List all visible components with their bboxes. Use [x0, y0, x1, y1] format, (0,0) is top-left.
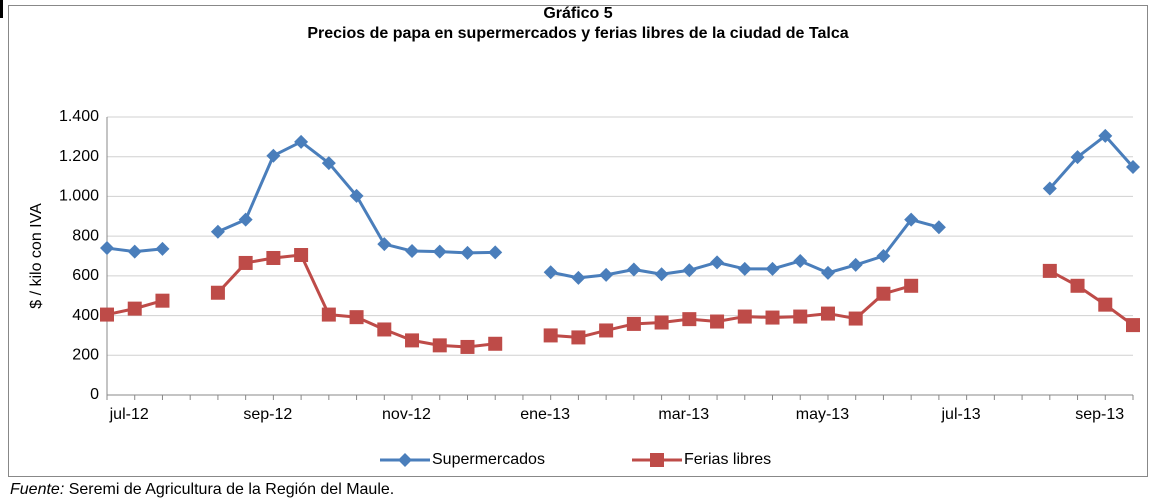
data-point: [765, 261, 780, 276]
data-point: [793, 309, 808, 324]
data-point: [654, 267, 669, 282]
y-tick-label: 1.200: [59, 148, 99, 165]
data-point: [1126, 318, 1140, 333]
data-point: [626, 262, 641, 277]
data-point: [266, 250, 281, 265]
data-point: [710, 255, 725, 270]
data-point: [238, 212, 253, 227]
data-point: [599, 267, 614, 282]
data-point: [654, 315, 669, 330]
data-point: [155, 241, 170, 256]
legend-marker: [650, 453, 664, 467]
source-label: Fuente:: [10, 481, 64, 498]
data-point: [349, 188, 364, 203]
data-point: [210, 224, 225, 239]
source-text: Seremi de Agricultura de la Región del M…: [64, 481, 394, 498]
data-point: [931, 220, 946, 235]
x-tick-label: nov-12: [382, 406, 431, 423]
data-point: [571, 270, 586, 285]
data-point: [349, 310, 364, 325]
chart-subtitle: Precios de papa en supermercados y feria…: [307, 25, 848, 42]
data-point: [1070, 150, 1085, 165]
data-point: [876, 249, 891, 263]
data-point: [460, 339, 475, 354]
data-point: [1098, 128, 1113, 143]
data-point: [432, 244, 447, 259]
data-point: [1126, 160, 1140, 175]
chart-frame: [8, 5, 1148, 477]
data-point: [432, 338, 447, 353]
data-point: [210, 285, 225, 300]
data-point: [127, 244, 142, 259]
y-tick-label: 1.000: [59, 188, 99, 205]
data-point: [682, 312, 697, 327]
data-point: [488, 336, 503, 351]
data-point: [820, 306, 835, 321]
data-point: [266, 148, 281, 163]
y-tick-label: 600: [72, 267, 99, 284]
data-point: [1042, 263, 1057, 278]
y-tick-label: 0: [90, 386, 99, 403]
data-point: [294, 248, 309, 263]
data-point: [571, 330, 586, 345]
data-point: [543, 265, 558, 280]
data-point: [460, 245, 475, 260]
data-point: [1098, 297, 1113, 312]
x-tick-label: may-13: [796, 406, 849, 423]
data-point: [626, 316, 641, 331]
x-tick-label: jul-12: [109, 406, 149, 423]
data-point: [100, 307, 114, 322]
data-point: [488, 245, 503, 260]
data-point: [737, 261, 752, 276]
data-point: [294, 134, 309, 149]
legend-label: Supermercados: [432, 451, 545, 468]
y-axis-label: $ / kilo con IVA: [28, 203, 45, 309]
y-tick-label: 200: [72, 347, 99, 364]
series-line: [106, 253, 1134, 349]
legend-marker: [398, 453, 412, 467]
data-point: [1042, 181, 1057, 196]
data-point: [155, 293, 170, 308]
data-point: [377, 322, 392, 337]
data-point: [405, 244, 420, 259]
data-point: [765, 310, 780, 325]
data-point: [321, 156, 336, 171]
data-point: [710, 314, 725, 329]
x-tick-label: sep-12: [243, 406, 292, 423]
x-tick-label: mar-13: [658, 406, 709, 423]
data-point: [405, 333, 420, 348]
data-point: [543, 328, 558, 343]
data-point: [820, 265, 835, 280]
data-point: [1070, 278, 1085, 293]
y-tick-label: 800: [72, 227, 99, 244]
x-tick-label: ene-13: [520, 406, 570, 423]
data-point: [904, 212, 919, 227]
data-point: [599, 323, 614, 338]
data-point: [682, 263, 697, 278]
data-point: [377, 237, 392, 252]
y-tick-label: 1.400: [59, 108, 99, 125]
chart-title: Gráfico 5: [543, 5, 612, 22]
x-tick-label: jul-13: [941, 406, 981, 423]
data-point: [127, 301, 142, 316]
data-point: [876, 286, 891, 301]
data-point: [100, 241, 114, 256]
x-tick-label: sep-13: [1075, 406, 1124, 423]
data-point: [848, 257, 863, 272]
data-point: [238, 255, 253, 270]
corner-mark: [0, 0, 3, 18]
legend-label: Ferias libres: [684, 451, 771, 468]
data-point: [904, 278, 919, 293]
data-point: [321, 307, 336, 322]
data-point: [848, 311, 863, 326]
data-point: [737, 309, 752, 324]
data-point: [793, 253, 808, 268]
y-tick-label: 400: [72, 307, 99, 324]
source: Fuente: Seremi de Agricultura de la Regi…: [10, 481, 394, 498]
